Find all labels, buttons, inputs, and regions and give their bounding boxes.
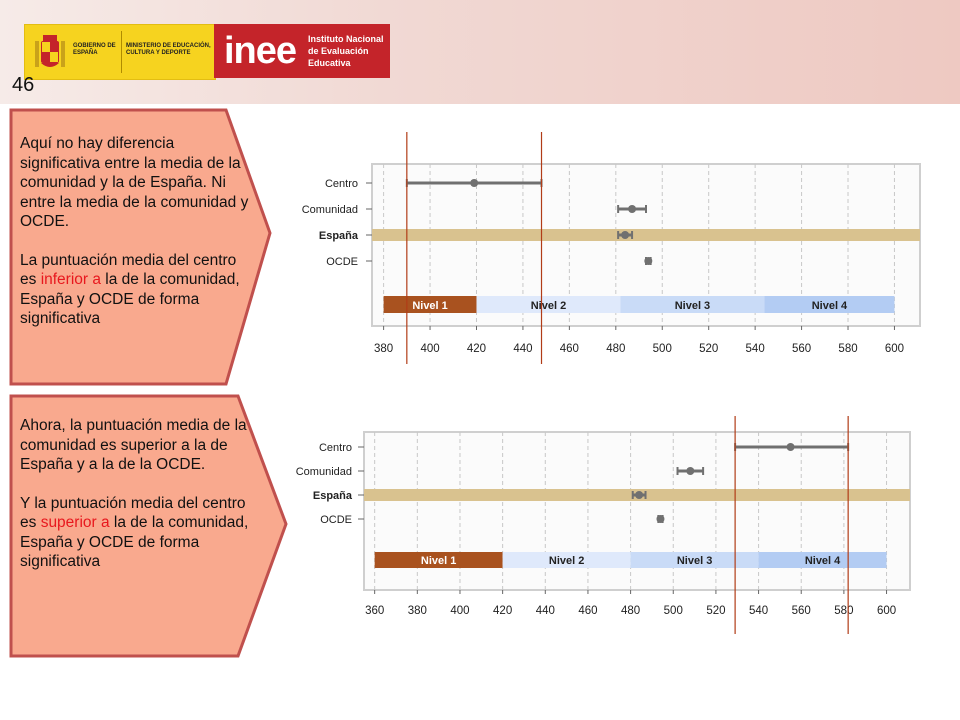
inee-label: Instituto Nacional de Evaluación Educati… [308, 34, 384, 68]
x-tick-label: 560 [792, 605, 811, 617]
level-bar-1 [374, 552, 503, 568]
category-label-comunidad: Comunidad [296, 466, 352, 478]
x-tick-label: 420 [467, 343, 486, 355]
point-comunidad [628, 205, 637, 213]
point-ocde [644, 257, 653, 265]
x-tick-label: 540 [749, 605, 768, 617]
x-tick-label: 540 [746, 343, 765, 355]
point-españa [635, 491, 644, 499]
callout-bottom-para1: Ahora, la puntuación media de la comunid… [20, 417, 247, 473]
logo-divider [121, 31, 122, 73]
level-label-2: Nivel 2 [531, 300, 566, 312]
level-label-3: Nivel 3 [677, 555, 712, 567]
category-label-ocde: OCDE [326, 256, 358, 268]
x-tick-label: 460 [560, 343, 579, 355]
x-tick-label: 580 [834, 605, 853, 617]
header-banner: GOBIERNO DE ESPAÑA MINISTERIO DE EDUCACI… [0, 0, 960, 104]
x-tick-label: 500 [664, 605, 683, 617]
x-tick-label: 420 [493, 605, 512, 617]
ministry-label: MINISTERIO DE EDUCACIÓN, CULTURA Y DEPOR… [126, 43, 211, 56]
chart-bottom: 360 380 400 420 440 460 480 500 520 540 560 580 600 C… [296, 416, 911, 634]
category-label-centro: Centro [325, 178, 358, 190]
x-tick-label: 480 [621, 605, 640, 617]
x-tick-label: 560 [792, 343, 811, 355]
page-number: 46 [12, 74, 35, 96]
inee-logo: inee Instituto Nacional de Evaluación Ed… [214, 24, 390, 78]
gobierno-logo: GOBIERNO DE ESPAÑA MINISTERIO DE EDUCACI… [24, 24, 216, 80]
level-label-3: Nivel 3 [675, 300, 710, 312]
x-tick-label: 460 [578, 605, 597, 617]
category-label-españa: España [313, 490, 353, 502]
category-label-comunidad: Comunidad [302, 204, 358, 216]
x-tick-label: 400 [420, 343, 439, 355]
chart-top: 380 400 420 440 460 480 500 520 540 560 580 600 Cent… [302, 132, 921, 364]
x-tick-label: 600 [877, 605, 896, 617]
level-label-4: Nivel 4 [812, 300, 848, 312]
point-ocde [656, 515, 665, 523]
callout-top-para2: La puntuación media del centro es inferi… [20, 251, 240, 328]
level-label-4: Nivel 4 [805, 555, 841, 567]
x-tick-label: 480 [606, 343, 625, 355]
point-comunidad [686, 467, 695, 475]
callout-bottom: Ahora, la puntuación media de la comunid… [8, 394, 288, 658]
x-tick-label: 440 [513, 343, 532, 355]
level-label-1: Nivel 1 [412, 300, 447, 312]
x-tick-label: 580 [838, 343, 857, 355]
point-centro [470, 179, 479, 187]
callout-bottom-highlight: superior a [40, 514, 110, 531]
level-bar-4 [764, 296, 895, 313]
x-tick-label: 440 [536, 605, 555, 617]
callout-bottom-para2: Y la puntuación media del centro es supe… [20, 494, 249, 571]
callout-top-shape [9, 108, 272, 386]
x-tick-label: 500 [653, 343, 672, 355]
callout-top-para1: Aquí no hay diferencia significativa ent… [20, 135, 249, 230]
espana-band [372, 229, 920, 241]
callout-top-highlight: inferior a [40, 271, 101, 288]
level-bar-3 [630, 552, 759, 568]
inee-wordmark: inee [224, 30, 297, 72]
coat-of-arms-icon [35, 35, 65, 67]
gobierno-label: GOBIERNO DE ESPAÑA [73, 43, 116, 56]
callout-top: Aquí no hay diferencia significativa ent… [8, 108, 272, 386]
x-tick-label: 520 [699, 343, 718, 355]
category-label-centro: Centro [319, 442, 352, 454]
category-label-españa: España [319, 230, 359, 242]
x-tick-label: 520 [706, 605, 725, 617]
level-bar-2 [502, 552, 631, 568]
x-tick-label: 600 [885, 343, 904, 355]
x-tick-label: 380 [408, 605, 427, 617]
level-bar-2 [476, 296, 621, 313]
level-label-2: Nivel 2 [549, 555, 584, 567]
point-centro [786, 443, 795, 451]
callout-bottom-shape [9, 394, 288, 658]
point-españa [621, 231, 630, 239]
level-label-1: Nivel 1 [421, 555, 456, 567]
x-tick-label: 380 [374, 343, 393, 355]
category-label-ocde: OCDE [320, 514, 352, 526]
x-tick-label: 360 [365, 605, 384, 617]
level-bar-4 [758, 552, 887, 568]
level-bar-3 [620, 296, 765, 313]
x-tick-label: 400 [450, 605, 469, 617]
